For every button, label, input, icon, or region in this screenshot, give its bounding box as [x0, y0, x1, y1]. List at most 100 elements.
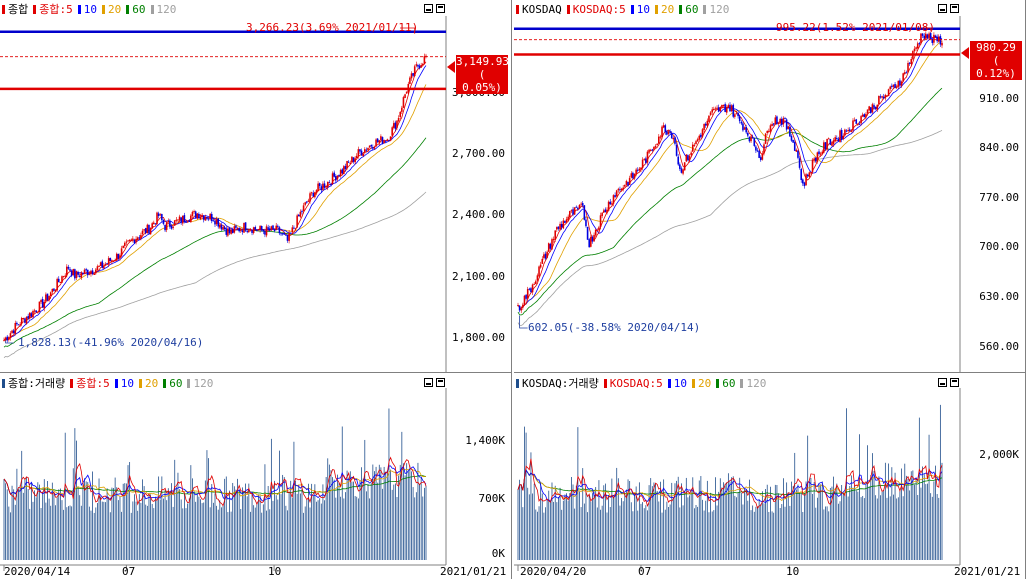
candle-body: [320, 186, 323, 191]
kosdaq-chart-panel[interactable]: KOSDAQ KOSDAQ:5 10 20 60 120 910.00 840.00 77…: [514, 0, 1026, 579]
candle-body: [806, 174, 809, 177]
minimize-icon[interactable]: [424, 378, 433, 387]
legend-item[interactable]: 60: [169, 376, 183, 390]
candle-body: [567, 216, 569, 221]
legend-item[interactable]: 종합:5: [39, 3, 73, 16]
candle-body: [201, 214, 203, 217]
candle-body: [641, 159, 644, 169]
legend-marker: [150, 4, 154, 14]
legend-item[interactable]: 120: [156, 2, 177, 16]
maximize-icon[interactable]: [950, 378, 959, 387]
legend-item[interactable]: KOSDAQ: [522, 2, 562, 16]
candle-body: [86, 269, 89, 276]
candle-body: [330, 183, 332, 185]
candle-body: [586, 226, 589, 240]
candle-body: [238, 228, 240, 232]
candle-body: [370, 145, 373, 147]
candle-body: [538, 266, 540, 277]
candle-body: [338, 174, 340, 177]
legend-item[interactable]: 10: [83, 2, 97, 16]
candle-body: [907, 63, 909, 73]
maximize-icon[interactable]: [950, 4, 959, 13]
current-price-box: 3,149.93 ( 0.05%): [447, 55, 509, 94]
legend-item[interactable]: 120: [193, 376, 214, 390]
legend-item[interactable]: 10: [673, 376, 687, 390]
candle-body: [902, 73, 904, 82]
candle-body: [787, 126, 790, 129]
candle-body: [4, 337, 7, 341]
legend-item[interactable]: 60: [685, 2, 699, 16]
volume-ma-60-line: [517, 469, 943, 496]
candle-body: [559, 223, 561, 230]
candle-body: [936, 36, 938, 42]
candle-body: [925, 33, 927, 39]
legend-item[interactable]: 120: [709, 2, 730, 16]
legend-marker: [2, 378, 5, 388]
candle-body: [756, 150, 759, 152]
maximize-icon[interactable]: [436, 4, 445, 13]
candle-body: [937, 36, 940, 42]
candle-body: [405, 91, 408, 94]
candle-body: [144, 228, 147, 234]
minimize-icon[interactable]: [938, 4, 947, 13]
legend-item[interactable]: 종합:5: [76, 377, 110, 390]
candle-body: [315, 190, 318, 194]
candle-body: [779, 118, 781, 124]
candle-body: [96, 266, 99, 270]
candle-body: [415, 64, 418, 66]
legend-item[interactable]: 20: [108, 2, 122, 16]
current-price: 980.29: [976, 41, 1016, 54]
candle-body: [826, 138, 828, 150]
kosdaq-chart-svg[interactable]: [514, 0, 1026, 579]
minimize-icon[interactable]: [938, 378, 947, 387]
legend-item[interactable]: 20: [144, 376, 159, 390]
candle-body: [903, 72, 906, 74]
legend-item[interactable]: KOSDAQ:5: [572, 2, 626, 16]
legend-item[interactable]: 10: [636, 2, 650, 16]
candle-body: [632, 172, 634, 179]
candle-body: [43, 302, 46, 309]
legend-item[interactable]: 종합: [8, 3, 29, 16]
candle-body: [614, 195, 616, 197]
minimize-icon[interactable]: [424, 4, 433, 13]
legend-item[interactable]: 60: [722, 376, 736, 390]
candle-body: [651, 149, 654, 151]
candle-body: [827, 138, 830, 140]
legend-item[interactable]: 종합:거래량: [8, 377, 66, 390]
legend-item[interactable]: KOSDAQ:5: [609, 376, 663, 390]
legend-item[interactable]: 20: [660, 2, 675, 16]
candle-body: [764, 133, 767, 144]
legend-item[interactable]: 120: [746, 376, 767, 390]
candle-body: [713, 108, 715, 111]
candle-body: [596, 229, 599, 231]
legend-item[interactable]: KOSDAQ:거래량: [522, 377, 599, 390]
candle-body: [897, 80, 900, 87]
candle-body: [372, 147, 374, 149]
candle-body: [389, 136, 392, 141]
candle-body: [638, 168, 641, 171]
candle-body: [181, 215, 184, 224]
candle-body: [607, 201, 610, 211]
legend-marker: [603, 378, 607, 388]
candle-body: [307, 200, 310, 202]
candle-body: [876, 104, 879, 111]
legend-item[interactable]: 10: [120, 376, 134, 390]
candle-body: [894, 83, 896, 88]
candle-body: [916, 43, 919, 49]
candle-body: [101, 261, 104, 268]
candle-body: [622, 187, 624, 190]
candle-body: [373, 147, 376, 149]
maximize-icon[interactable]: [436, 378, 445, 387]
candle-body: [745, 127, 747, 133]
vol-tick-label: 0K: [491, 547, 505, 560]
candle-body: [814, 157, 817, 162]
candle-body: [737, 112, 739, 117]
candle-body: [317, 183, 319, 192]
legend-item[interactable]: 60: [132, 2, 146, 16]
legend-item[interactable]: 20: [697, 376, 712, 390]
candle-body: [204, 217, 207, 221]
candle-body: [633, 173, 636, 179]
candle-body: [594, 229, 597, 236]
kospi-chart-svg[interactable]: [0, 0, 512, 579]
